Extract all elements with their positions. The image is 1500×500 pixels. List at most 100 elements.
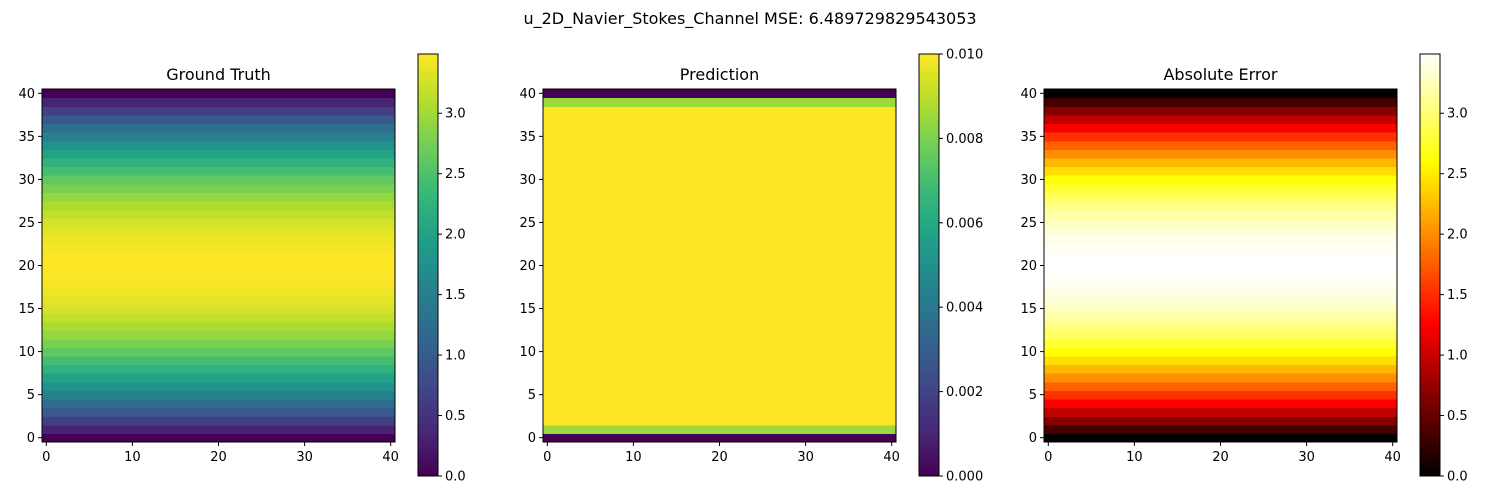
heatmap-row: [42, 192, 395, 202]
colorbar-segment: [418, 194, 438, 199]
colorbar-segment: [919, 440, 939, 445]
colorbar-segment: [1420, 317, 1440, 322]
colorbar-segment: [418, 113, 438, 118]
colorbar-segment: [1420, 352, 1440, 358]
colorbar-segment: [418, 191, 438, 196]
colorbar-segment: [418, 366, 438, 372]
colorbar-segment: [418, 423, 438, 428]
colorbar-segment: [418, 141, 438, 147]
heatmap-row: [42, 243, 395, 254]
colorbar-segment: [418, 124, 438, 129]
colorbar-segment: [1420, 82, 1440, 87]
heatmap-row: [1044, 89, 1397, 99]
colorbar-segment: [418, 78, 438, 83]
colorbar-segment: [1420, 71, 1440, 76]
colorbar-segment: [919, 451, 939, 456]
colorbar-segment: [1420, 250, 1440, 256]
colorbar-segment: [418, 229, 438, 234]
colorbar-segment: [418, 250, 438, 256]
heatmap-row: [42, 106, 395, 116]
colorbar-segment: [1420, 349, 1440, 354]
colorbar-segment: [919, 468, 939, 474]
absolute-error-title: Absolute Error: [1163, 65, 1277, 84]
colorbar-segment: [418, 447, 438, 452]
y-tick-label: 40: [519, 87, 536, 102]
colorbar-segment: [418, 335, 438, 340]
y-tick-label: 10: [519, 345, 536, 360]
colorbar-segment: [919, 395, 939, 400]
heatmap-row: [543, 416, 896, 426]
heatmap-row: [42, 312, 395, 323]
heatmap-row: [42, 123, 395, 133]
y-tick-label: 35: [1020, 130, 1037, 145]
colorbar-segment: [919, 194, 939, 199]
heatmap-row: [543, 183, 896, 193]
colorbar-frame: [918, 53, 940, 477]
colorbar-segment: [1420, 395, 1440, 400]
colorbar-segment: [418, 64, 438, 69]
colorbar-segment: [1420, 423, 1440, 428]
colorbar-segment: [418, 465, 438, 470]
colorbar-segment: [1420, 205, 1440, 210]
heatmap-row: [42, 218, 395, 228]
heatmap-row: [543, 321, 896, 331]
y-tick-label: 30: [18, 173, 35, 188]
colorbar-segment: [418, 205, 438, 210]
colorbar-segment: [919, 444, 939, 449]
heatmap-row: [543, 287, 896, 297]
colorbar-segment: [919, 54, 939, 59]
colorbar-segment: [1420, 444, 1440, 449]
colorbar-segment: [919, 272, 939, 277]
colorbar-tick-label: 0.008: [946, 132, 983, 147]
colorbar-segment: [418, 440, 438, 445]
heatmap-row: [42, 235, 395, 245]
colorbar-segment: [919, 349, 939, 354]
colorbar-tick-label: 1.0: [445, 349, 466, 364]
x-tick-label: 0: [1044, 450, 1052, 465]
heatmap-row: [543, 114, 896, 125]
colorbar-segment: [919, 89, 939, 94]
heatmap-row: [543, 338, 896, 348]
heatmap-row: [1044, 175, 1397, 185]
colorbar-segment: [919, 177, 939, 182]
heatmap-row: [1044, 278, 1397, 288]
colorbar-segment: [418, 89, 438, 94]
colorbar-segment: [919, 458, 939, 463]
colorbar-segment: [418, 296, 438, 301]
colorbar-segment: [418, 437, 438, 442]
colorbar-segment: [919, 141, 939, 147]
colorbar-segment: [418, 110, 438, 115]
y-tick-label: 15: [519, 302, 536, 317]
heatmap-row: [42, 416, 395, 426]
heatmap-row: [42, 226, 395, 236]
colorbar-segment: [1420, 433, 1440, 438]
colorbar-segment: [418, 303, 438, 308]
heatmap-row: [42, 157, 395, 168]
heatmap-row: [543, 243, 896, 254]
colorbar-segment: [418, 451, 438, 456]
heatmap-row: [543, 398, 896, 409]
colorbar-segment: [418, 398, 438, 403]
heatmap-row: [543, 424, 896, 434]
colorbar-segment: [1420, 310, 1440, 315]
colorbar-segment: [1420, 103, 1440, 108]
heatmap-row: [42, 89, 395, 99]
colorbar-segment: [919, 430, 939, 435]
heatmap-row: [543, 192, 896, 202]
colorbar-segment: [418, 461, 438, 467]
colorbar-segment: [1420, 240, 1440, 245]
colorbar-segment: [1420, 92, 1440, 97]
colorbar-segment: [919, 416, 939, 421]
colorbar-segment: [919, 82, 939, 87]
heatmap-row: [1044, 226, 1397, 236]
heatmap-row: [42, 390, 395, 400]
heatmap-row: [543, 269, 896, 280]
heatmap-row: [42, 252, 395, 262]
heatmap-row: [42, 175, 395, 185]
colorbar-segment: [418, 402, 438, 407]
colorbar-segment: [919, 359, 939, 365]
heatmap-row: [543, 252, 896, 262]
heatmap-row: [42, 381, 395, 391]
colorbar-segment: [418, 152, 438, 157]
heatmap-row: [1044, 347, 1397, 357]
